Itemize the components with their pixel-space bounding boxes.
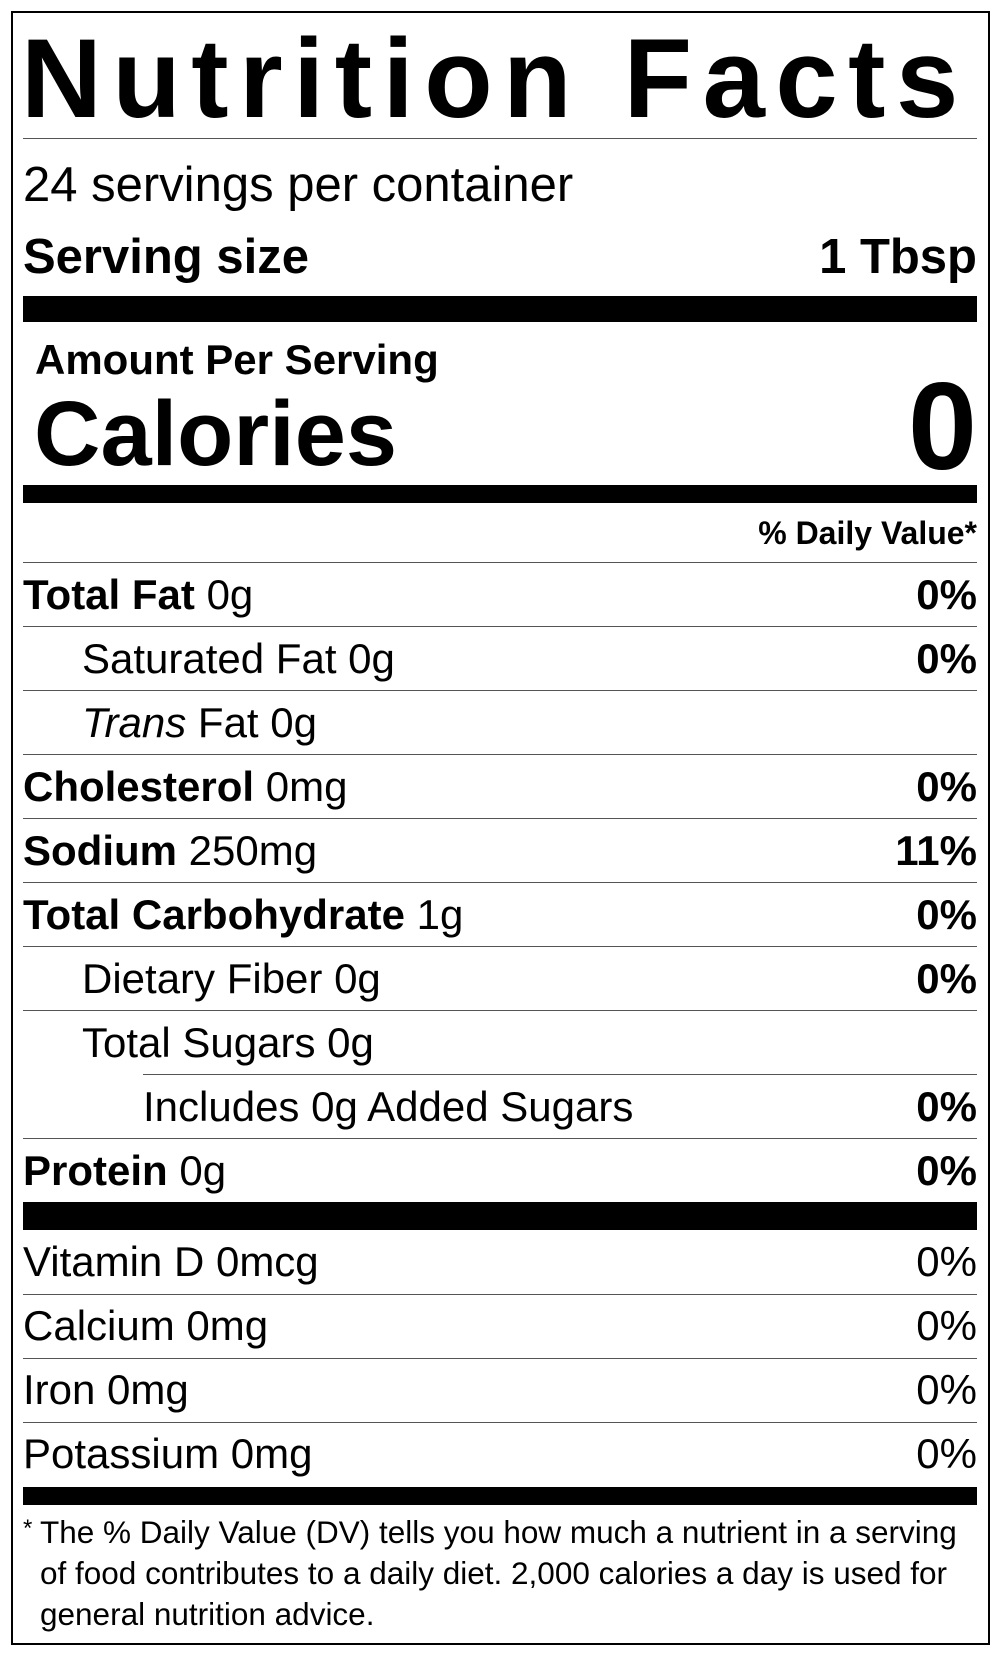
nutrient-label: Cholesterol [23, 763, 255, 810]
vitamin-dv: 0% [916, 1430, 977, 1477]
nutrient-name: Cholesterol 0mg [23, 762, 347, 812]
nutrient-dv: 0% [916, 1147, 977, 1194]
nutrient-dv: 0% [916, 955, 977, 1002]
row-divider [23, 562, 977, 563]
nutrient-name: Total Fat 0g [23, 570, 253, 620]
nutrient-dv: 11% [895, 827, 977, 874]
footnote-mark: * [23, 1515, 33, 1542]
calories-label: Calories [34, 383, 398, 485]
daily-value-header: % Daily Value* [758, 515, 977, 551]
nutrient-label: Saturated Fat [82, 635, 337, 682]
nutrient-dv: 0% [916, 635, 977, 682]
serving-size-value: 1 Tbsp [819, 230, 977, 284]
nutrient-dv: 0% [916, 763, 977, 810]
nutrient-amount: 0mg [265, 763, 348, 810]
row-divider [23, 818, 977, 819]
nutrient-amount: 0g [270, 699, 317, 746]
row-divider [23, 882, 977, 883]
nutrient-label: Fat [197, 699, 259, 746]
nutrient-dv: 0% [916, 1083, 977, 1130]
nutrient-name: Includes 0g Added Sugars [143, 1082, 633, 1132]
servings: 24 servings per container [23, 158, 574, 212]
nutrient-dv: 0% [916, 571, 977, 618]
calories-value: 0 [908, 358, 977, 496]
nutrient-label: Dietary Fiber [82, 955, 323, 1002]
nutrient-amount: 0g [179, 1147, 227, 1194]
thick-bar [23, 485, 977, 503]
row-divider [23, 946, 977, 947]
nutrient-name: Total Carbohydrate 1g [23, 890, 463, 940]
nutrient-name: Trans Fat 0g [82, 698, 317, 748]
row-divider [23, 690, 977, 691]
row-divider [23, 1358, 977, 1359]
divider [23, 138, 977, 139]
nutrient-amount: 0g [334, 955, 381, 1002]
nutrient-amount: 0g [327, 1019, 374, 1066]
row-divider [23, 626, 977, 627]
vitamin-dv: 0% [916, 1366, 977, 1413]
amount-per-serving: Amount Per Serving [35, 336, 439, 383]
nutrient-label: Includes 0g Added Sugars [143, 1083, 634, 1130]
nutrient-label: Total Sugars [82, 1019, 316, 1066]
nutrient-label: Total Fat [23, 571, 195, 618]
nutrient-dv: 0% [916, 891, 977, 938]
nutrient-name: Total Sugars 0g [82, 1018, 374, 1068]
row-divider [23, 1294, 977, 1295]
nutrient-name: Sodium 250mg [23, 826, 317, 876]
serving-size-label: Serving size [23, 230, 309, 284]
nutrient-amount: 0g [348, 635, 395, 682]
footnote-text: The % Daily Value (DV) tells you how muc… [40, 1514, 957, 1632]
thick-bar [23, 1487, 977, 1505]
nutrient-label: Protein [23, 1147, 168, 1194]
thick-bar [23, 1202, 977, 1230]
nutrient-amount: 1g [416, 891, 464, 938]
vitamin-name: Vitamin D 0mcg [23, 1238, 319, 1285]
label-border [11, 11, 990, 1645]
row-divider [143, 1074, 977, 1075]
nutrient-name: Dietary Fiber 0g [82, 954, 381, 1004]
nutrient-amount: 250mg [188, 827, 318, 874]
row-divider [23, 754, 977, 755]
vitamin-dv: 0% [916, 1302, 977, 1349]
vitamin-name: Calcium 0mg [23, 1302, 269, 1349]
nutrient-label: Total Carbohydrate [23, 891, 405, 938]
row-divider [23, 1010, 977, 1011]
nutrient-label: Sodium [23, 827, 177, 874]
nutrient-amount: 0g [206, 571, 254, 618]
nutrient-prefix: Trans [82, 699, 187, 746]
thick-bar [23, 296, 977, 322]
vitamin-name: Potassium 0mg [23, 1430, 313, 1477]
title: Nutrition Facts [21, 16, 969, 141]
vitamin-dv: 0% [916, 1238, 977, 1285]
row-divider [23, 1422, 977, 1423]
row-divider [23, 1138, 977, 1139]
nutrient-name: Saturated Fat 0g [82, 634, 395, 684]
vitamin-name: Iron 0mg [23, 1366, 189, 1413]
nutrient-name: Protein 0g [23, 1146, 226, 1196]
